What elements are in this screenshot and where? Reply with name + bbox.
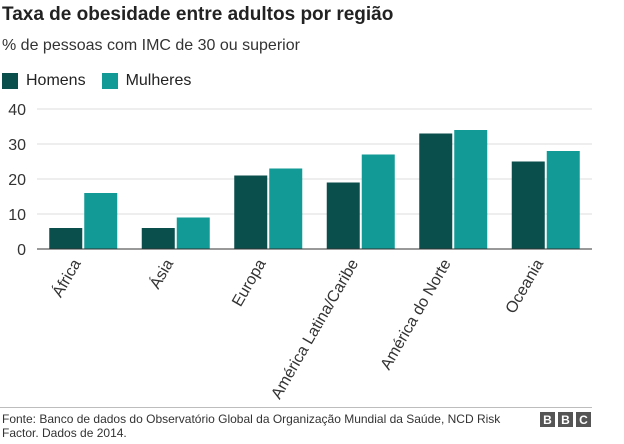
bbc-logo: B B C bbox=[540, 412, 591, 427]
legend-item-men: Homens bbox=[2, 72, 86, 90]
chart-title: Taxa de obesidade entre adultos por regi… bbox=[2, 4, 394, 25]
bar bbox=[84, 193, 118, 249]
x-tick-label: Ásia bbox=[145, 255, 177, 292]
source-note: Fonte: Banco de dados do Observatório Gl… bbox=[2, 412, 501, 440]
x-tick-label: América Latina/Caribe bbox=[268, 256, 362, 402]
x-tick-label: Europa bbox=[229, 256, 270, 309]
y-tick-label: 30 bbox=[8, 137, 26, 154]
bar bbox=[419, 133, 453, 249]
footer-divider bbox=[0, 407, 592, 408]
y-tick-label: 10 bbox=[8, 207, 26, 224]
legend-label-women: Mulheres bbox=[125, 72, 192, 89]
bar bbox=[546, 151, 580, 249]
bar bbox=[454, 130, 488, 249]
legend: Homens Mulheres bbox=[2, 72, 207, 90]
bar bbox=[269, 168, 303, 249]
bar bbox=[49, 228, 83, 249]
y-tick-label: 40 bbox=[8, 102, 26, 119]
y-tick-label: 20 bbox=[8, 172, 26, 189]
x-tick-label: África bbox=[48, 255, 85, 300]
bar bbox=[234, 175, 268, 249]
bbc-logo-letter: C bbox=[576, 412, 591, 427]
bar bbox=[511, 161, 545, 249]
legend-swatch-men bbox=[2, 73, 18, 89]
bar bbox=[361, 154, 395, 249]
legend-swatch-women bbox=[101, 73, 118, 89]
bbc-logo-letter: B bbox=[540, 412, 555, 427]
legend-label-men: Homens bbox=[26, 72, 86, 89]
bar bbox=[141, 228, 175, 249]
chart-subtitle: % de pessoas com IMC de 30 ou superior bbox=[2, 37, 300, 54]
x-tick-label: América do Norte bbox=[378, 256, 455, 372]
legend-item-women: Mulheres bbox=[101, 72, 192, 90]
y-tick-label: 0 bbox=[17, 242, 26, 259]
bar bbox=[326, 182, 360, 249]
bar bbox=[176, 217, 210, 249]
x-tick-label: Oceania bbox=[503, 256, 548, 316]
bbc-logo-letter: B bbox=[558, 412, 573, 427]
